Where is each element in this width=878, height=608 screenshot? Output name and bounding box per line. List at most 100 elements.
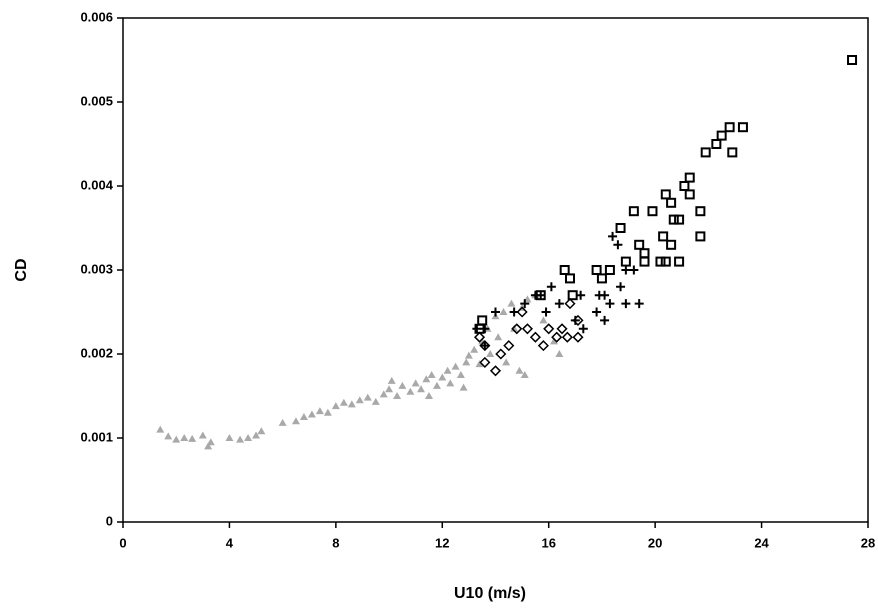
square-point [647, 206, 658, 217]
triangle-point [252, 431, 261, 439]
triangle-point [451, 362, 460, 370]
square-point [658, 231, 669, 242]
diamond-point [543, 323, 555, 335]
triangle-point [464, 351, 473, 359]
plus-point [509, 307, 519, 317]
square-point [634, 239, 645, 250]
triangle-point [398, 381, 407, 389]
square-point [567, 290, 578, 301]
square-point [639, 248, 650, 259]
x-tick-label: 12 [435, 535, 449, 550]
plus-point [629, 265, 639, 275]
triangle-point [550, 337, 559, 345]
square-point [727, 147, 738, 158]
square-point [674, 256, 685, 267]
y-tick-label: 0 [106, 513, 113, 528]
triangle-point [363, 393, 372, 401]
square-point [847, 55, 858, 65]
square-point [628, 206, 639, 217]
triangle-point [470, 345, 479, 353]
triangle-point [225, 434, 234, 441]
triangle-point [347, 400, 356, 408]
square-point [660, 189, 671, 200]
x-tick-label: 0 [119, 535, 126, 550]
square-point [604, 265, 615, 275]
plus-point [578, 324, 588, 334]
diamond-point [564, 298, 576, 310]
plus-point [480, 341, 490, 351]
square-point [615, 223, 626, 233]
plus-point [541, 307, 551, 317]
triangle-point [299, 413, 308, 420]
square-point [737, 122, 748, 133]
diamond-point [495, 348, 507, 360]
triangle-point [339, 398, 348, 406]
square-point [655, 256, 666, 267]
diamond-point [503, 340, 515, 352]
triangle-point [510, 324, 519, 332]
x-tick-label: 20 [648, 535, 662, 550]
square-point [711, 139, 722, 149]
triangle-point [438, 373, 447, 381]
triangle-point [459, 383, 468, 391]
square-point [591, 265, 602, 275]
triangle-point [539, 316, 548, 324]
diamond-point [473, 331, 486, 343]
square-point [674, 214, 685, 225]
triangle-point [323, 408, 332, 416]
diamond-point [516, 306, 528, 318]
triangle-point [406, 387, 415, 395]
plus-point [600, 290, 610, 300]
diamond-point [561, 331, 573, 343]
square-point [639, 256, 650, 267]
square-point [565, 273, 575, 284]
plus-point [634, 299, 644, 309]
y-tick-label: 0.006 [80, 9, 113, 24]
triangle-point [379, 390, 388, 398]
triangle-point [443, 366, 452, 374]
triangle-point [206, 438, 215, 446]
triangle-point [499, 308, 508, 315]
square-point [535, 290, 546, 301]
plus-point [600, 315, 610, 325]
y-tick-label: 0.004 [80, 177, 113, 192]
triangle-point [156, 425, 165, 433]
plus-point [570, 315, 580, 325]
x-axis-title: U10 (m/s) [454, 585, 526, 602]
diamond-point [572, 331, 584, 343]
square-point [666, 239, 677, 250]
plus-point [554, 299, 564, 309]
square-point [666, 197, 677, 208]
plus-point [491, 307, 500, 317]
plus-point [613, 240, 623, 250]
diamond-point [556, 323, 568, 335]
square-point [596, 273, 607, 284]
triangle-point [371, 397, 380, 405]
triangle-point [315, 407, 324, 415]
triangle-point [172, 435, 181, 443]
triangle-point [502, 358, 511, 366]
triangle-point [432, 381, 441, 389]
triangle-point [236, 435, 245, 443]
triangle-point [555, 350, 564, 357]
triangle-point [204, 442, 213, 450]
diamond-point [529, 331, 541, 343]
triangle-point [462, 358, 471, 366]
x-tick-label: 8 [332, 535, 339, 550]
triangle-point [515, 366, 524, 374]
square-point [679, 181, 690, 191]
square-point [668, 214, 679, 225]
triangle-point [257, 427, 266, 435]
diamond-point [521, 323, 533, 335]
plus-point [608, 231, 618, 241]
x-tick-label: 24 [754, 535, 769, 550]
square-point [716, 130, 727, 141]
y-tick-label: 0.005 [80, 93, 113, 108]
triangle-point [411, 379, 420, 387]
triangle-point [180, 434, 189, 441]
x-tick-label: 4 [226, 535, 234, 550]
square-point [700, 147, 711, 158]
triangle-point [422, 375, 431, 383]
square-point [724, 122, 735, 133]
